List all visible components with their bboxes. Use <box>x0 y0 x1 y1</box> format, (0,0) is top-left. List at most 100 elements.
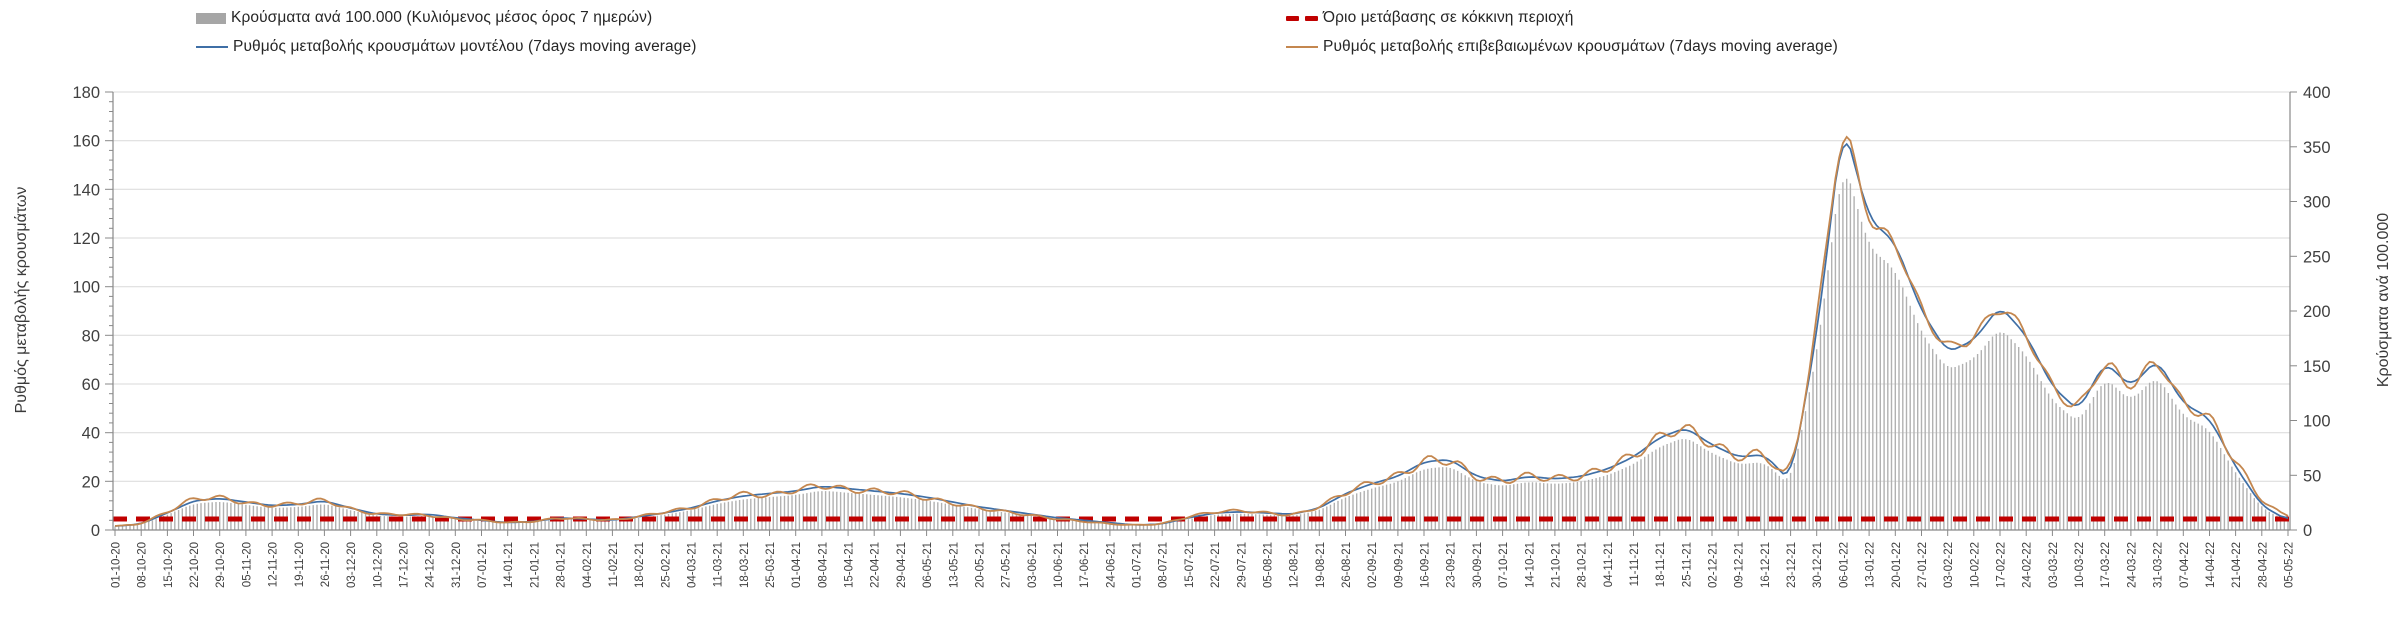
x-tick-label: 03-12-20 <box>346 542 358 588</box>
x-tick-label: 27-01-22 <box>1917 542 1929 588</box>
x-tick-label: 08-07-21 <box>1158 542 1170 588</box>
x-tick-label: 30-12-21 <box>1812 542 1824 588</box>
y-right-tick-label: 100 <box>2303 413 2331 431</box>
x-tick-label: 29-04-21 <box>896 542 908 588</box>
x-tick-label: 04-03-21 <box>687 542 699 588</box>
left-axis-title: Ρυθμός μεταβολής κρουσμάτων <box>13 186 30 414</box>
x-tick-label: 26-11-20 <box>320 542 332 587</box>
y-left-tick-label: 180 <box>72 84 100 102</box>
y-right-tick-label: 0 <box>2303 522 2312 540</box>
x-tick-label: 05-08-21 <box>1263 542 1275 588</box>
x-tick-label: 28-01-21 <box>556 542 568 588</box>
x-tick-label: 06-01-22 <box>1838 542 1850 588</box>
x-tick-label: 29-10-20 <box>215 542 227 588</box>
x-tick-label: 01-10-20 <box>111 542 123 588</box>
x-tick-label: 15-07-21 <box>1184 542 1196 588</box>
x-tick-label: 15-10-20 <box>163 542 175 588</box>
x-tick-label: 18-03-21 <box>739 542 751 588</box>
x-tick-label: 17-03-22 <box>2100 542 2112 588</box>
legend-item-red-threshold: Όριο μετάβασης σε κόκκινη περιοχή <box>1286 7 1573 29</box>
line-swatch-orange-icon <box>1286 45 1318 49</box>
x-tick-label: 22-04-21 <box>870 542 882 588</box>
x-tick-label: 08-04-21 <box>817 542 829 588</box>
x-tick-label: 28-10-21 <box>1577 542 1589 588</box>
legend-label: Ρυθμός μεταβολής επιβεβαιωμένων κρουσμάτ… <box>1323 38 1838 55</box>
y-right-tick-label: 150 <box>2303 358 2331 376</box>
x-tick-label: 25-03-21 <box>765 542 777 588</box>
x-tick-label: 08-10-20 <box>137 542 149 588</box>
legend-item-confirmed-rate-line: Ρυθμός μεταβολής επιβεβαιωμένων κρουσμάτ… <box>1286 36 1838 58</box>
y-left-tick-label: 120 <box>72 230 100 248</box>
x-tick-label: 12-08-21 <box>1289 542 1301 588</box>
legend-label: Κρούσματα ανά 100.000 (Κυλιόμενος μέσος … <box>231 9 653 26</box>
x-tick-label: 01-07-21 <box>1132 542 1144 588</box>
x-tick-label: 10-06-21 <box>1053 542 1065 588</box>
y-left-tick-label: 160 <box>72 133 100 151</box>
x-tick-label: 17-06-21 <box>1079 542 1091 588</box>
x-tick-label: 22-07-21 <box>1210 542 1222 588</box>
x-tick-label: 02-12-21 <box>1708 542 1720 588</box>
y-left-tick-label: 60 <box>82 376 100 394</box>
x-tick-label: 24-06-21 <box>1105 542 1117 588</box>
legend-label: Όριο μετάβασης σε κόκκινη περιοχή <box>1323 9 1574 26</box>
legend-item-cases-bars: Κρούσματα ανά 100.000 (Κυλιόμενος μέσος … <box>196 7 652 29</box>
x-tick-label: 22-10-20 <box>189 542 201 588</box>
x-tick-label: 02-09-21 <box>1367 542 1379 588</box>
cases-bars-series <box>114 178 2289 530</box>
x-tick-label: 07-01-21 <box>477 542 489 588</box>
y-right-tick-label: 300 <box>2303 194 2331 212</box>
y-left-tick-label: 80 <box>82 327 100 345</box>
x-tick-label: 04-11-21 <box>1603 542 1615 587</box>
x-tick-label: 10-02-22 <box>1969 542 1981 588</box>
x-tick-label: 13-05-21 <box>948 542 960 588</box>
x-tick-label: 12-11-20 <box>268 542 280 587</box>
x-tick-label: 14-04-22 <box>2205 542 2217 588</box>
x-tick-label: 21-01-21 <box>529 542 541 588</box>
x-tick-label: 14-10-21 <box>1524 542 1536 588</box>
y-left-tick-label: 20 <box>82 473 100 491</box>
x-tick-label: 26-08-21 <box>1341 542 1353 588</box>
x-tick-label: 21-10-21 <box>1550 542 1562 588</box>
y-left-tick-label: 0 <box>91 522 100 540</box>
x-tick-label: 05-05-22 <box>2284 542 2296 588</box>
x-tick-label: 31-03-22 <box>2153 542 2165 588</box>
y-right-tick-label: 400 <box>2303 84 2331 102</box>
x-tick-label: 07-10-21 <box>1498 542 1510 588</box>
x-tick-label: 10-12-20 <box>372 542 384 588</box>
y-right-tick-label: 200 <box>2303 303 2331 321</box>
x-tick-label: 13-01-22 <box>1865 542 1877 588</box>
y-right-tick-label: 250 <box>2303 248 2331 266</box>
x-tick-label: 25-11-21 <box>1681 542 1693 587</box>
x-tick-label: 20-05-21 <box>975 542 987 588</box>
x-tick-label: 21-04-22 <box>2231 542 2243 588</box>
x-tick-label: 24-02-22 <box>2022 542 2034 588</box>
x-tick-label: 05-11-20 <box>241 542 253 587</box>
x-tick-label: 20-01-22 <box>1891 542 1903 588</box>
x-tick-label: 11-03-21 <box>713 542 725 587</box>
confirmed-rate-line-series <box>114 135 2289 527</box>
x-tick-label: 25-02-21 <box>660 542 672 588</box>
x-tick-label: 24-03-22 <box>2126 542 2138 588</box>
x-tick-label: 10-03-22 <box>2074 542 2086 588</box>
x-tick-label: 15-04-21 <box>844 542 856 588</box>
legend-item-model-rate-line: Ρυθμός μεταβολής κρουσμάτων μοντέλου (7d… <box>196 36 696 58</box>
y-right-tick-label: 350 <box>2303 139 2331 157</box>
y-left-tick-label: 140 <box>72 181 100 199</box>
x-tick-label: 31-12-20 <box>451 542 463 588</box>
x-tick-label: 11-02-21 <box>608 542 620 587</box>
x-tick-label: 14-01-21 <box>503 542 515 588</box>
x-tick-label: 18-02-21 <box>634 542 646 588</box>
x-tick-label: 06-05-21 <box>922 542 934 588</box>
x-tick-label: 03-06-21 <box>1027 542 1039 588</box>
dash-swatch-red-icon <box>1286 15 1318 21</box>
x-tick-label: 01-04-21 <box>791 542 803 588</box>
x-tick-label: 09-12-21 <box>1734 542 1746 588</box>
x-tick-label: 24-12-20 <box>425 542 437 588</box>
x-tick-label: 19-08-21 <box>1315 542 1327 588</box>
x-tick-label: 30-09-21 <box>1472 542 1484 588</box>
x-tick-label: 19-11-20 <box>294 542 306 587</box>
x-tick-label: 23-12-21 <box>1786 542 1798 588</box>
x-tick-label: 23-09-21 <box>1446 542 1458 588</box>
x-tick-label: 03-03-22 <box>2048 542 2060 588</box>
